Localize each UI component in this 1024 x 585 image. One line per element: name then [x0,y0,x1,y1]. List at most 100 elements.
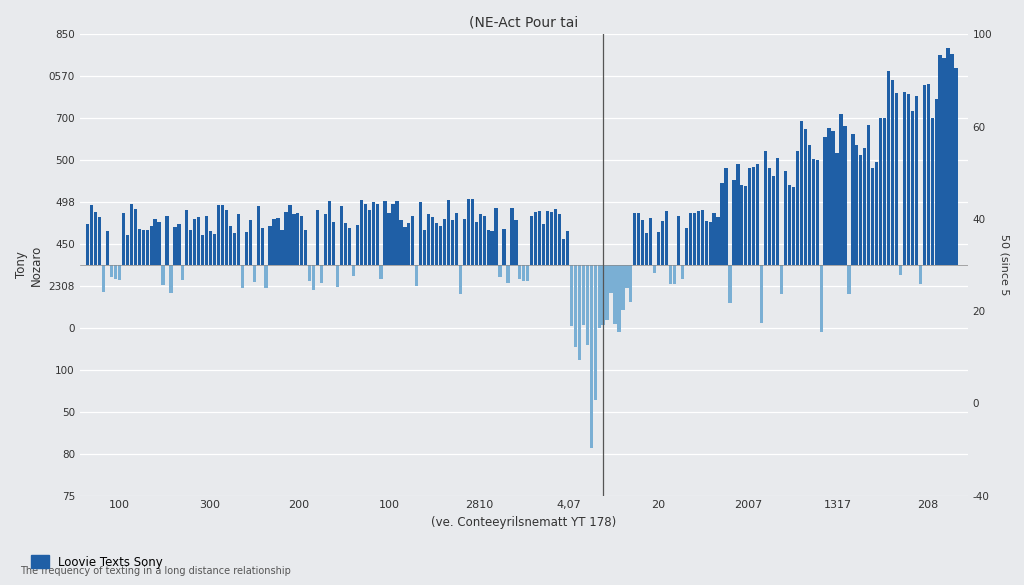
Bar [760,265,763,323]
Bar [538,211,542,265]
Bar [446,199,451,265]
Bar [276,218,280,265]
Bar [776,157,779,265]
Bar [546,211,549,265]
Bar [150,226,153,265]
Bar [308,265,311,281]
Bar [486,229,489,265]
Bar [415,265,419,286]
Bar [749,168,752,265]
Bar [228,226,232,265]
Legend: Loovie Texts Sony: Loovie Texts Sony [27,550,168,573]
Bar [110,265,113,277]
Bar [713,213,716,265]
Bar [800,121,803,265]
Bar [98,216,101,265]
Bar [887,71,890,265]
Bar [518,265,521,280]
Bar [324,214,328,265]
Bar [586,265,589,345]
Bar [443,219,446,265]
Bar [744,186,748,265]
Bar [514,220,517,265]
Bar [482,216,485,265]
Bar [451,220,454,265]
Bar [728,265,731,304]
Bar [372,202,375,265]
Bar [499,265,502,277]
Bar [919,265,922,284]
Bar [903,92,906,265]
Bar [241,265,244,288]
Bar [601,265,605,325]
Bar [554,209,557,265]
Bar [867,125,870,265]
Bar [217,205,220,265]
Bar [633,213,637,265]
Bar [689,213,692,265]
Bar [653,265,656,273]
Bar [272,219,275,265]
Bar [535,212,538,265]
Bar [380,265,383,278]
Bar [617,265,621,332]
Bar [332,222,335,265]
Y-axis label: 50 (since 5: 50 (since 5 [999,235,1009,295]
Bar [649,218,652,265]
Bar [201,235,205,265]
Bar [260,228,264,265]
Bar [626,265,629,288]
Bar [344,223,347,265]
Bar [641,220,644,265]
Bar [831,131,835,265]
Bar [395,201,398,265]
Bar [819,265,823,332]
Bar [629,265,633,302]
Bar [590,265,593,448]
Bar [90,205,93,265]
Bar [783,171,787,265]
Y-axis label: Tony
Nozaro: Tony Nozaro [15,245,43,285]
Bar [467,199,470,265]
Bar [914,96,918,265]
Bar [681,265,684,280]
Bar [910,111,914,265]
Bar [899,265,902,274]
Bar [194,219,197,265]
Text: The frequency of texting in a long distance relationship: The frequency of texting in a long dista… [20,566,292,576]
Bar [478,214,482,265]
Bar [292,214,296,265]
Bar [490,231,494,265]
Bar [946,48,949,265]
Bar [197,217,201,265]
Bar [840,114,843,265]
Bar [503,229,506,265]
Bar [412,216,415,265]
Bar [855,144,858,265]
Bar [927,84,930,265]
Bar [522,265,525,281]
Bar [950,54,953,265]
Bar [808,145,811,265]
Bar [605,265,608,319]
Bar [645,233,648,265]
Bar [145,230,148,265]
Bar [815,160,819,265]
Bar [942,58,946,265]
Bar [316,209,319,265]
Bar [253,265,256,281]
Bar [102,265,105,291]
Bar [126,236,129,265]
Bar [673,265,676,284]
Bar [550,212,553,265]
Bar [740,185,743,265]
Bar [383,201,387,265]
Bar [669,265,672,284]
Bar [257,207,260,265]
Bar [792,187,795,265]
Bar [598,265,601,328]
Bar [312,265,315,290]
Bar [578,265,581,360]
Bar [154,219,157,265]
Bar [851,133,854,265]
